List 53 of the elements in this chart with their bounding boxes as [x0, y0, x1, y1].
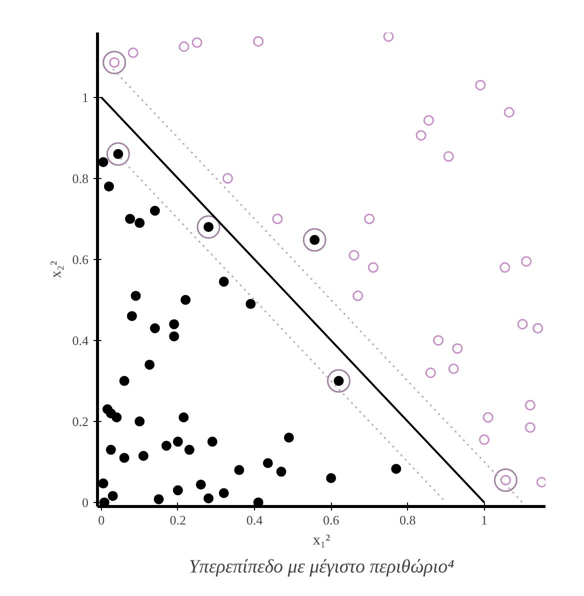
point — [262, 458, 273, 468]
point — [204, 493, 214, 504]
point — [138, 450, 148, 461]
point — [104, 181, 114, 192]
point — [119, 452, 130, 463]
point — [130, 290, 141, 301]
point — [106, 444, 116, 455]
point — [180, 294, 191, 305]
point — [169, 331, 180, 342]
point — [276, 466, 286, 477]
point — [207, 436, 218, 447]
x-axis-title: x₁² — [312, 532, 331, 548]
point — [108, 490, 118, 501]
y-tick-label: 0.4 — [72, 332, 89, 348]
point — [144, 360, 155, 370]
point — [98, 157, 108, 168]
y-tick-label: 0.2 — [72, 414, 88, 429]
point — [134, 218, 145, 228]
point — [184, 444, 194, 455]
point — [218, 488, 229, 498]
point — [234, 465, 244, 476]
y-tick-label: 1 — [82, 90, 88, 105]
point — [112, 412, 122, 422]
y-tick-label: 0 — [82, 494, 88, 510]
point — [134, 416, 145, 426]
y-tick-label: 0.6 — [72, 252, 89, 267]
point — [196, 480, 206, 490]
point — [119, 376, 130, 386]
x-tick-label: 0.2 — [170, 512, 186, 528]
y-tick-label: 0.8 — [72, 170, 88, 186]
x-tick-label: 1 — [480, 512, 488, 528]
point — [126, 311, 137, 322]
point — [326, 473, 336, 484]
text: Υπερεπίπεδο με μέγιστο περιθώριο⁴ — [188, 556, 455, 578]
point — [284, 432, 294, 443]
y-axis-title: x₂² — [48, 260, 64, 278]
point — [169, 319, 180, 330]
point — [172, 436, 183, 447]
point — [154, 494, 164, 504]
point — [218, 276, 229, 287]
point — [161, 440, 172, 451]
point — [178, 412, 189, 422]
point — [98, 478, 108, 488]
point — [150, 323, 160, 334]
point — [150, 206, 160, 216]
point — [172, 485, 183, 496]
x-tick-label: 0 — [98, 512, 105, 528]
point — [391, 464, 402, 474]
x-tick-label: 0.6 — [322, 512, 340, 528]
point — [246, 298, 256, 309]
x-tick-label: 0.8 — [400, 512, 416, 528]
point — [125, 214, 136, 224]
x-tick-label: 0.4 — [246, 512, 264, 528]
